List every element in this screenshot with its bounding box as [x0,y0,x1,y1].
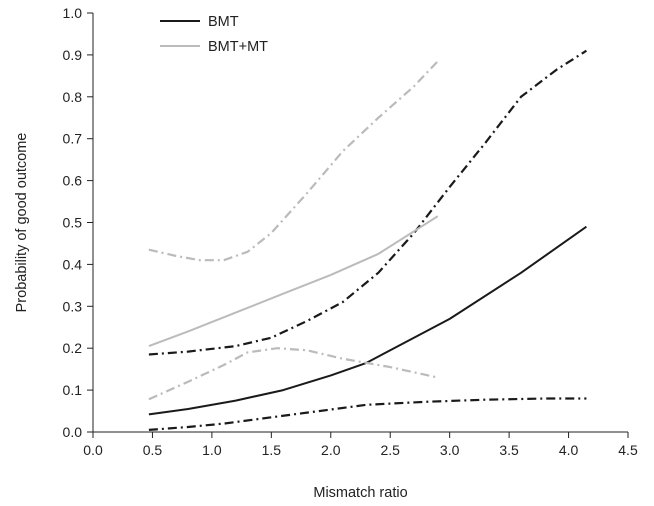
x-tick-label: 4.0 [559,442,579,458]
legend: BMT BMT+MT [160,14,268,55]
y-tick-label: 0.4 [63,256,83,272]
y-tick-label: 0.6 [63,173,83,189]
legend-label: BMT [208,14,239,30]
y-tick-label: 0.5 [63,215,83,231]
y-tick-label: 0.9 [63,47,83,63]
x-tick-label: 0.5 [143,442,163,458]
series-line-bmt-mt-lower-ci [148,347,439,401]
series-line-bmt-mt-estimate [148,215,439,348]
axes: 0.0 0.5 1.0 1.5 2.0 2.5 3.0 3.5 4.0 4.5 0.0 0.1 0.2 0… [63,5,638,458]
series-line-bmt-upper-ci [148,49,587,356]
x-tick-label: 4.5 [618,442,638,458]
series-line-bmt-lower-ci [148,397,587,431]
y-axis-label: Probability of good outcome [14,133,30,313]
y-tick-label: 0.7 [63,131,83,147]
y-tick-label: 0.2 [63,340,83,356]
series-layer [148,49,587,431]
series-line-bmt-estimate [148,225,587,416]
x-axis-label: Mismatch ratio [313,485,407,501]
x-tick-label: 3.5 [499,442,519,458]
x-tick-label: 0.0 [83,442,103,458]
y-tick-label: 0.0 [63,424,83,440]
y-tick-label: 1.0 [63,5,83,21]
y-tick-label: 0.1 [63,382,83,398]
x-tick-label: 1.0 [202,442,222,458]
y-tick-label: 0.3 [63,298,83,314]
x-tick-label: 2.0 [321,442,341,458]
series-line-bmt-mt-upper-ci [148,60,439,262]
y-tick-label: 0.8 [63,89,83,105]
x-tick-label: 3.0 [440,442,460,458]
x-tick-label: 2.5 [380,442,400,458]
x-tick-label: 1.5 [262,442,282,458]
legend-label: BMT+MT [208,39,268,55]
